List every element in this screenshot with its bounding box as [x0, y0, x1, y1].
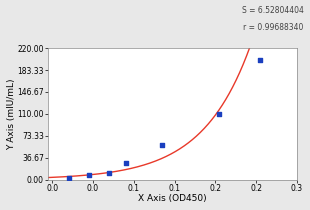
Point [66, 176, 71, 179]
Point [217, 112, 222, 116]
Y-axis label: Y Axis (mIU/mL): Y Axis (mIU/mL) [7, 78, 16, 150]
Point [123, 161, 128, 164]
Point [107, 171, 112, 175]
Text: r = 0.99688340: r = 0.99688340 [243, 23, 304, 32]
Point [258, 59, 263, 62]
Point [160, 143, 165, 147]
Point [86, 173, 91, 177]
X-axis label: X Axis (OD450): X Axis (OD450) [138, 194, 207, 203]
Text: S = 6.52804404: S = 6.52804404 [242, 6, 304, 15]
